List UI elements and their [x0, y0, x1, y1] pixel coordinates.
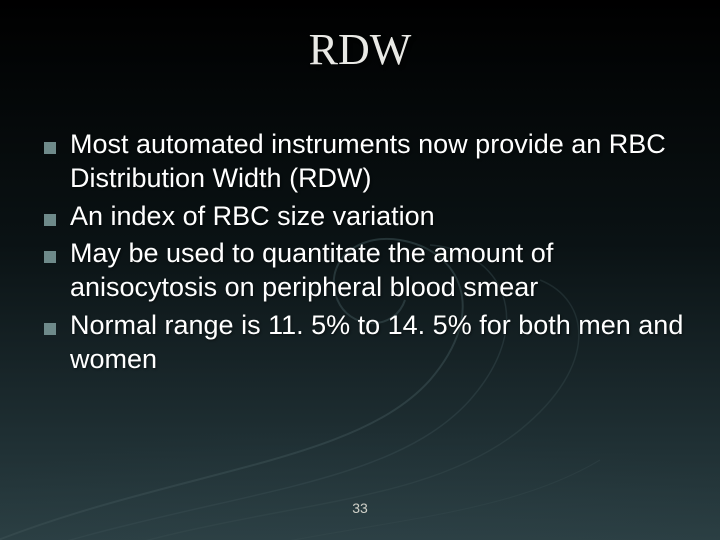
bullet-item: May be used to quantitate the amount of … — [44, 237, 688, 305]
bullet-item: An index of RBC size variation — [44, 200, 688, 234]
slide-body: Most automated instruments now provide a… — [44, 128, 688, 380]
slide: RDW Most automated instruments now provi… — [0, 0, 720, 540]
square-bullet-icon — [44, 142, 56, 154]
square-bullet-icon — [44, 214, 56, 226]
bullet-text: May be used to quantitate the amount of … — [70, 237, 688, 305]
square-bullet-icon — [44, 323, 56, 335]
bullet-text: Most automated instruments now provide a… — [70, 128, 688, 196]
bullet-item: Normal range is 11. 5% to 14. 5% for bot… — [44, 309, 688, 377]
square-bullet-icon — [44, 251, 56, 263]
page-number: 33 — [0, 500, 720, 516]
bullet-text: Normal range is 11. 5% to 14. 5% for bot… — [70, 309, 688, 377]
bullet-item: Most automated instruments now provide a… — [44, 128, 688, 196]
bullet-text: An index of RBC size variation — [70, 200, 435, 234]
slide-title: RDW — [0, 24, 720, 75]
